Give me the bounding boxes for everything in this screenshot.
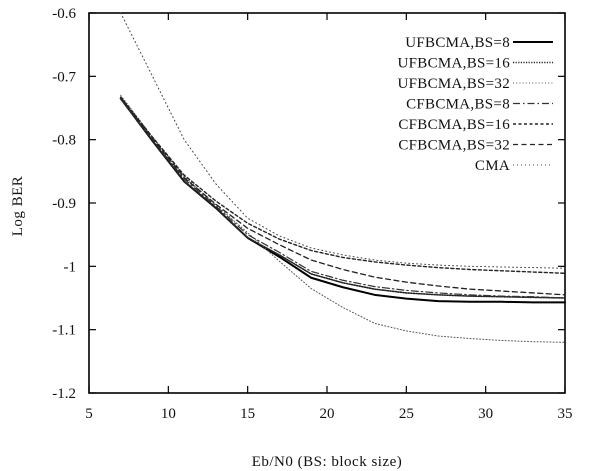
legend: UFBCMA,BS=8 UFBCMA,BS=16 UFBCMA,BS=32 CFBCM…	[397, 35, 553, 174]
x-tick-label: 25	[399, 406, 414, 422]
y-tick-label: -0.6	[52, 6, 76, 22]
y-tick-label: -0.7	[52, 69, 76, 85]
legend-label: CFBCMA,BS=8	[406, 97, 510, 113]
series-line-4	[120, 97, 566, 299]
series-line-5	[120, 96, 566, 274]
series-line-6	[120, 96, 566, 296]
y-tick-label: -0.9	[52, 196, 76, 212]
x-tick-label: 5	[85, 406, 93, 422]
series-line-7	[120, 12, 566, 269]
ticks-layer: 5 10 15 20 25 30 35 -0.6 -0.7 -0.8 -0.9 -1 -1.1 -1.2	[52, 6, 572, 422]
legend-label: UFBCMA,BS=16	[397, 56, 510, 72]
legend-label: CFBCMA,BS=32	[398, 138, 510, 154]
series-line-2	[119, 97, 566, 299]
y-tick-label: -1	[64, 259, 77, 275]
legend-label: CFBCMA,BS=16	[398, 117, 510, 133]
legend-label: UFBCMA,BS=8	[405, 35, 510, 51]
x-tick-label: 35	[558, 406, 573, 422]
series-layer	[119, 12, 566, 343]
legend-label: CMA	[475, 158, 510, 174]
x-tick-label: 30	[478, 406, 493, 422]
x-tick-label: 20	[320, 406, 335, 422]
y-tick-label: -1.2	[52, 386, 76, 402]
y-axis-title: Log BER	[10, 176, 26, 237]
x-tick-label: 15	[240, 406, 255, 422]
x-tick-label: 10	[161, 406, 176, 422]
x-axis-title: Eb/N0 (BS: block size)	[252, 454, 403, 470]
legend-label: UFBCMA,BS=32	[397, 76, 510, 92]
y-tick-label: -0.8	[52, 133, 76, 149]
y-tick-label: -1.1	[52, 323, 76, 339]
